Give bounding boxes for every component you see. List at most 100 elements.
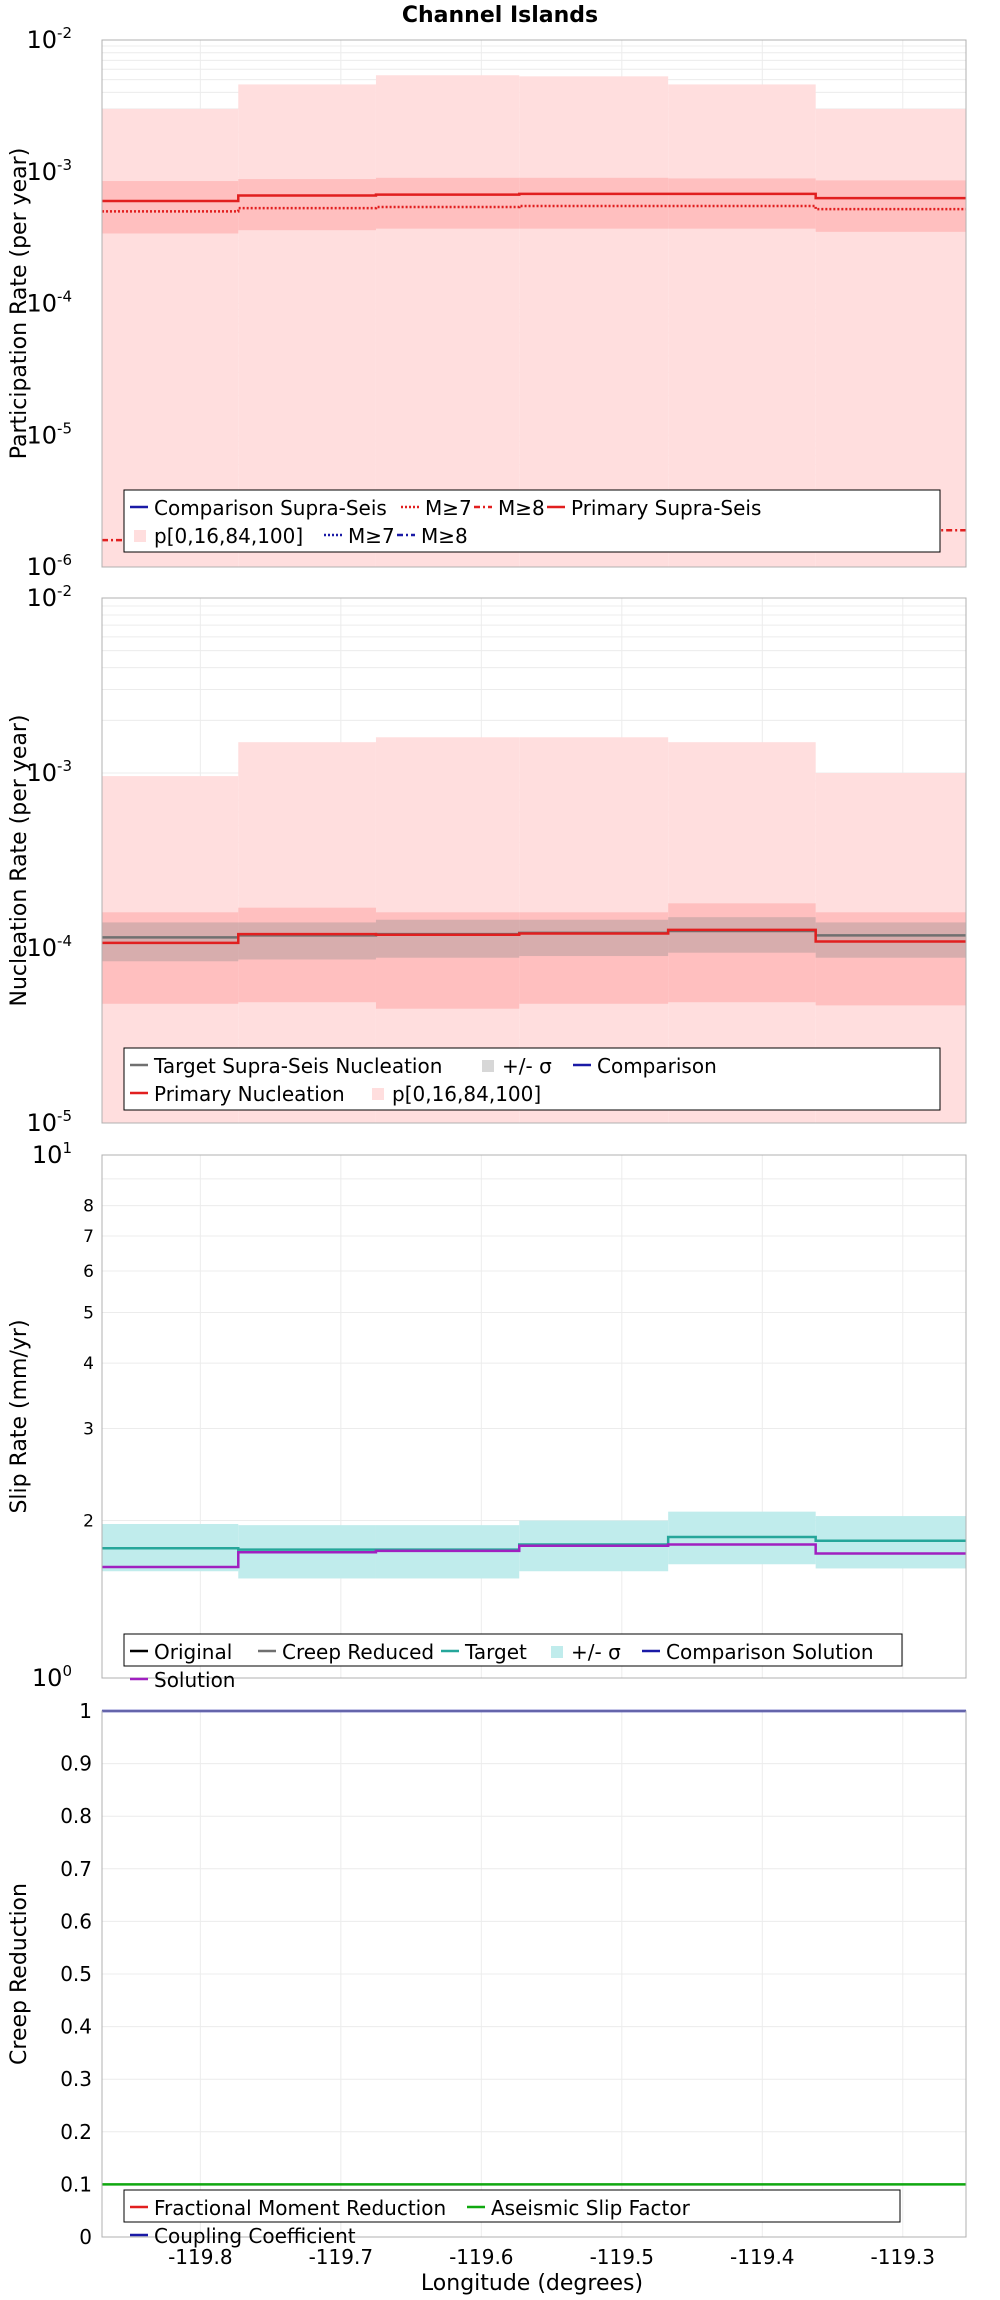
y-tick-label: 10-3 [26, 757, 72, 787]
y-tick-label: 0.7 [60, 1857, 92, 1881]
plot-frame [101, 1154, 967, 1679]
legend-label: p[0,16,84,100] [154, 524, 303, 548]
legend-label: M≥7 [348, 524, 395, 548]
legend-label: Comparison Solution [666, 1640, 874, 1664]
panel-nucleation: 10-5 10-4 10-3 10-2 Nucleation Rate (per yea… [7, 582, 967, 1137]
legend: Fractional Moment Reduction Aseismic Slip… [123, 2189, 901, 2248]
legend-swatch [372, 1088, 384, 1100]
y-axis-label: Nucleation Rate (per year) [7, 715, 32, 1007]
band-bin [668, 917, 816, 953]
y-tick-label: 10-6 [26, 551, 72, 581]
y-tick-label: 10-2 [26, 24, 72, 54]
y-minor-tick-label: 4 [83, 1354, 94, 1374]
y-minor-tick-label: 8 [83, 1197, 94, 1217]
legend-label: M≥7 [425, 496, 472, 520]
legend-swatch [482, 1060, 494, 1072]
y-tick-label: 0.3 [60, 2067, 92, 2091]
legend-label: Target [464, 1640, 527, 1664]
plot-area [102, 1155, 966, 1678]
band-bin [375, 919, 520, 958]
band-bin [815, 180, 966, 232]
legend-box [123, 489, 941, 553]
y-axis: 10-6 10-5 10-4 10-3 10-2 [26, 24, 72, 581]
legend-label: M≥8 [498, 496, 545, 520]
legend-label: Coupling Coefficient [154, 2224, 356, 2248]
chart-title: Channel Islands [402, 3, 598, 28]
legend-label: +/- σ [502, 1054, 552, 1078]
plot-frame [101, 39, 967, 568]
x-tick-label: -119.8 [168, 2245, 232, 2269]
y-tick-label: 10-5 [26, 419, 72, 449]
band-bin [238, 179, 376, 231]
y-tick-label: 100 [32, 1662, 72, 1692]
series-line [102, 1535, 966, 1551]
plot-frame [101, 1710, 967, 2238]
band-bin [668, 178, 816, 229]
legend-label: +/- σ [571, 1640, 621, 1664]
legend-box [123, 2189, 901, 2223]
y-minor-tick-label: 2 [83, 1512, 94, 1532]
band-bin [519, 919, 669, 957]
band-bin [102, 912, 239, 1004]
legend-swatch [551, 1646, 563, 1658]
y-minor-tick-label: 6 [83, 1262, 94, 1282]
panel-creep: 0 0.1 0.2 0.3 0.4 0.5 0.6 0.7 0.8 0.9 1 Creep Reduc… [7, 1699, 967, 2249]
y-tick-label: 0.6 [60, 1909, 92, 1933]
legend-label: Original [154, 1640, 232, 1664]
legend-label: Aseismic Slip Factor [491, 2196, 691, 2220]
legend-label: Target Supra-Seis Nucleation [153, 1054, 442, 1078]
y-axis: 0 0.1 0.2 0.3 0.4 0.5 0.6 0.7 0.8 0.9 1 [60, 1699, 92, 2249]
series-line [102, 928, 966, 945]
plot-frame [101, 597, 967, 1124]
band-bin [375, 912, 520, 1009]
y-tick-label: 10-4 [26, 932, 72, 962]
legend-label: Comparison [597, 1054, 717, 1078]
y-tick-label: 101 [32, 1139, 72, 1169]
legend-label: Creep Reduced [282, 1640, 434, 1664]
y-minor-tick-label: 3 [83, 1419, 94, 1439]
band-bin [519, 177, 669, 229]
x-tick-label: -119.7 [309, 2245, 373, 2269]
y-tick-label: 10-5 [26, 1107, 72, 1137]
y-tick-label: 0.9 [60, 1752, 92, 1776]
y-tick-label: 1 [79, 1699, 92, 1723]
legend-label: Primary Supra-Seis [571, 496, 761, 520]
legend: Target Supra-Seis Nucleation +/- σ Compari… [123, 1047, 941, 1111]
legend-label: Solution [154, 1668, 235, 1692]
y-tick-label: 0.4 [60, 2015, 92, 2039]
legend-box [123, 1633, 903, 1667]
y-axis-label: Slip Rate (mm/yr) [7, 1319, 32, 1513]
band-bin [519, 76, 669, 567]
band-bin [815, 922, 966, 958]
y-axis: 10-5 10-4 10-3 10-2 [26, 582, 72, 1137]
legend-label: Primary Nucleation [154, 1082, 345, 1106]
y-tick-label: 0 [79, 2225, 92, 2249]
y-tick-label: 10-3 [26, 156, 72, 186]
y-minor-tick-label: 5 [83, 1303, 94, 1323]
legend-box [123, 1047, 941, 1111]
panel-slip: 100 101 2 3 4 5 6 7 8 Slip Rate (mm/yr) Original Cr… [7, 1139, 967, 1692]
series-line [102, 192, 966, 203]
band-bin [668, 84, 816, 568]
y-tick-label: 0.1 [60, 2172, 92, 2196]
y-tick-label: 0.5 [60, 1962, 92, 1986]
band-bin [102, 181, 239, 234]
legend-label: M≥8 [421, 524, 468, 548]
x-tick-label: -119.6 [449, 2245, 513, 2269]
series-line [102, 204, 966, 213]
y-tick-label: 0.2 [60, 2120, 92, 2144]
legend-label: Fractional Moment Reduction [154, 2196, 446, 2220]
band-bin [668, 903, 816, 1003]
x-tick-label: -119.4 [730, 2245, 794, 2269]
band-bin [238, 84, 376, 568]
x-tick-label: -119.3 [871, 2245, 935, 2269]
band-bin [238, 907, 376, 1003]
series-line [102, 1543, 966, 1569]
legend-label: Comparison Supra-Seis [154, 496, 387, 520]
band-bin [375, 75, 520, 567]
y-tick-label: 10-2 [26, 582, 72, 612]
band-bin [238, 922, 376, 960]
band-bin [815, 912, 966, 1006]
legend: Comparison Supra-Seis M≥7 M≥8 Primary Supra… [123, 489, 941, 553]
